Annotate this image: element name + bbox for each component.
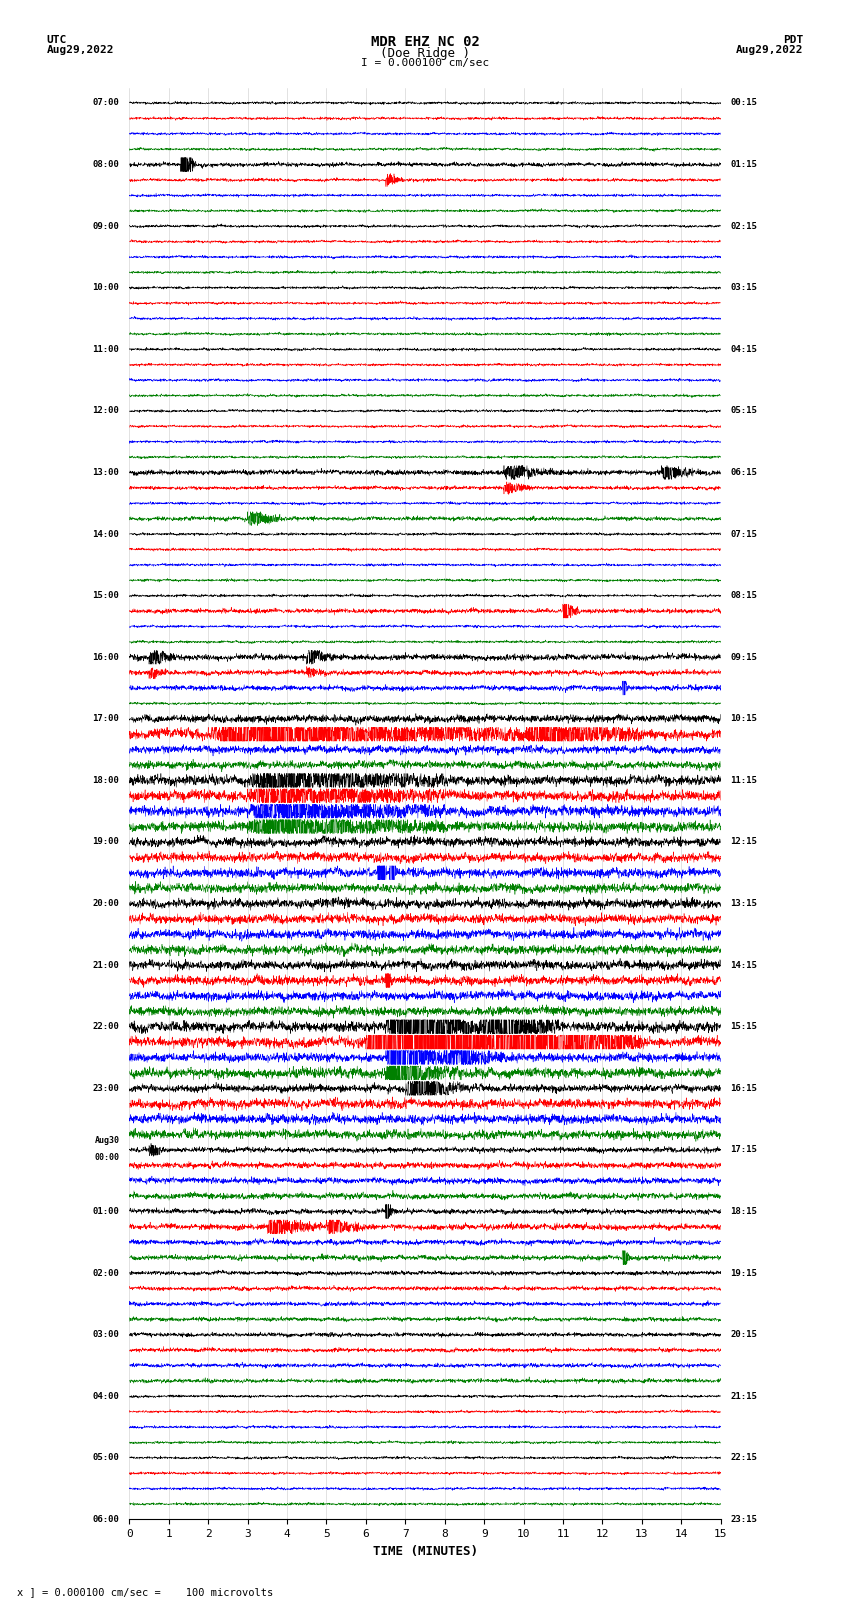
Text: 21:15: 21:15	[730, 1392, 757, 1400]
Text: 06:15: 06:15	[730, 468, 757, 477]
Text: x ] = 0.000100 cm/sec =    100 microvolts: x ] = 0.000100 cm/sec = 100 microvolts	[17, 1587, 273, 1597]
Text: 13:00: 13:00	[93, 468, 120, 477]
Text: 06:00: 06:00	[93, 1515, 120, 1524]
Text: 11:15: 11:15	[730, 776, 757, 786]
Text: 19:15: 19:15	[730, 1268, 757, 1277]
Text: Aug29,2022: Aug29,2022	[47, 45, 114, 55]
Text: Aug30: Aug30	[94, 1136, 120, 1145]
Text: 22:15: 22:15	[730, 1453, 757, 1463]
Text: PDT: PDT	[783, 35, 803, 45]
Text: 16:00: 16:00	[93, 653, 120, 661]
Text: 02:15: 02:15	[730, 221, 757, 231]
Text: 14:15: 14:15	[730, 961, 757, 969]
Text: Aug29,2022: Aug29,2022	[736, 45, 803, 55]
Text: 08:15: 08:15	[730, 590, 757, 600]
Text: 21:00: 21:00	[93, 961, 120, 969]
Text: 07:00: 07:00	[93, 98, 120, 108]
Text: 10:15: 10:15	[730, 715, 757, 723]
Text: 16:15: 16:15	[730, 1084, 757, 1094]
Text: MDR EHZ NC 02: MDR EHZ NC 02	[371, 35, 479, 50]
Text: 17:15: 17:15	[730, 1145, 757, 1155]
Text: 12:15: 12:15	[730, 837, 757, 847]
Text: 08:00: 08:00	[93, 160, 120, 169]
Text: 15:15: 15:15	[730, 1023, 757, 1031]
Text: I = 0.000100 cm/sec: I = 0.000100 cm/sec	[361, 58, 489, 68]
Text: (Doe Ridge ): (Doe Ridge )	[380, 47, 470, 60]
Text: 14:00: 14:00	[93, 529, 120, 539]
Text: 02:00: 02:00	[93, 1268, 120, 1277]
Text: 04:00: 04:00	[93, 1392, 120, 1400]
Text: 23:00: 23:00	[93, 1084, 120, 1094]
Text: UTC: UTC	[47, 35, 67, 45]
Text: 19:00: 19:00	[93, 837, 120, 847]
Text: 00:15: 00:15	[730, 98, 757, 108]
X-axis label: TIME (MINUTES): TIME (MINUTES)	[372, 1545, 478, 1558]
Text: 10:00: 10:00	[93, 284, 120, 292]
Text: 05:15: 05:15	[730, 406, 757, 416]
Text: 03:15: 03:15	[730, 284, 757, 292]
Text: 15:00: 15:00	[93, 590, 120, 600]
Text: 20:00: 20:00	[93, 898, 120, 908]
Text: 07:15: 07:15	[730, 529, 757, 539]
Text: 09:00: 09:00	[93, 221, 120, 231]
Text: 12:00: 12:00	[93, 406, 120, 416]
Text: 18:00: 18:00	[93, 776, 120, 786]
Text: 01:15: 01:15	[730, 160, 757, 169]
Text: 01:00: 01:00	[93, 1207, 120, 1216]
Text: 13:15: 13:15	[730, 898, 757, 908]
Text: 20:15: 20:15	[730, 1331, 757, 1339]
Text: 22:00: 22:00	[93, 1023, 120, 1031]
Text: 11:00: 11:00	[93, 345, 120, 353]
Text: 17:00: 17:00	[93, 715, 120, 723]
Text: 05:00: 05:00	[93, 1453, 120, 1463]
Text: 18:15: 18:15	[730, 1207, 757, 1216]
Text: 04:15: 04:15	[730, 345, 757, 353]
Text: 23:15: 23:15	[730, 1515, 757, 1524]
Text: 00:00: 00:00	[94, 1153, 120, 1161]
Text: 03:00: 03:00	[93, 1331, 120, 1339]
Text: 09:15: 09:15	[730, 653, 757, 661]
